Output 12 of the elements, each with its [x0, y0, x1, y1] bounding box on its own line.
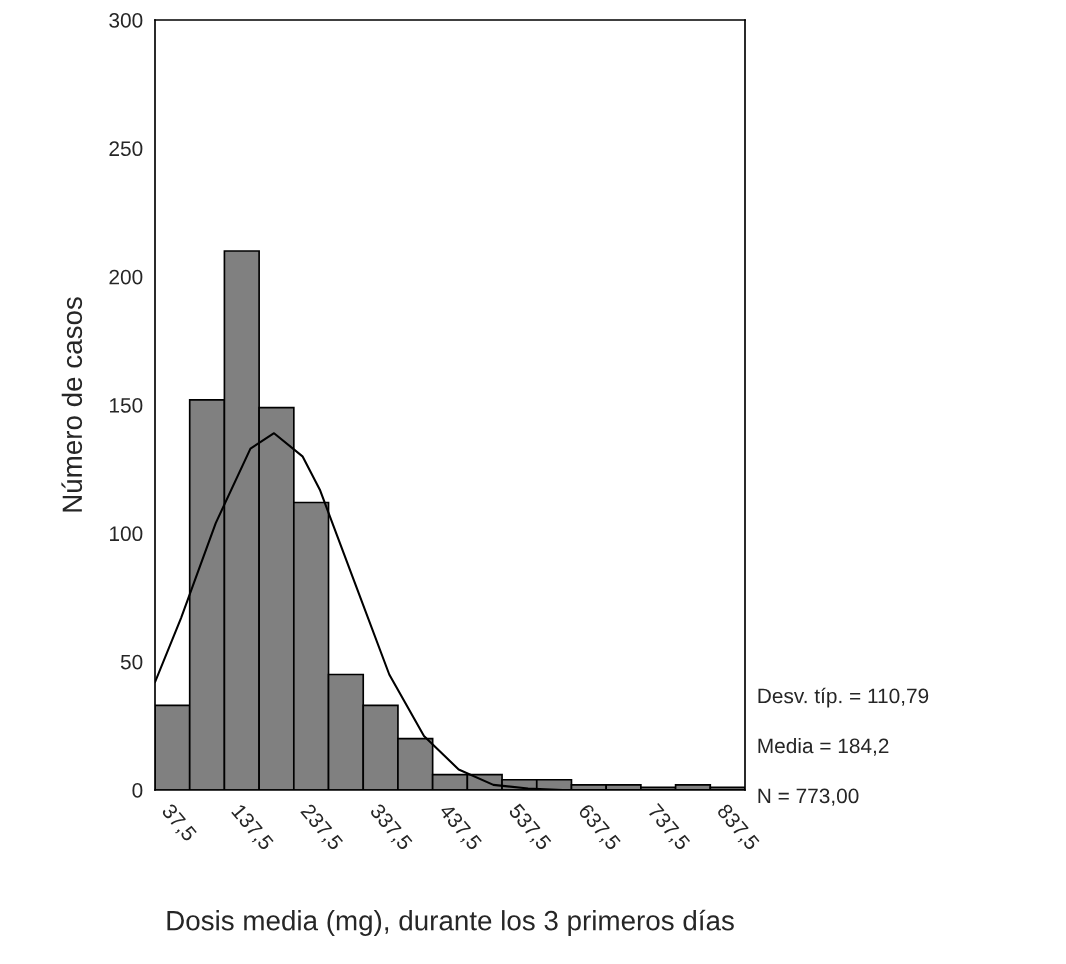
y-tick-label: 300 — [109, 13, 143, 28]
text: Desv. típ. = 110,79 — [758, 687, 929, 708]
y-axis-title: Número de casos — [61, 297, 83, 512]
text: N = 773,00 — [758, 788, 859, 806]
x-axis-title: Dosis media (mg), durante los 3 primeros días — [167, 909, 734, 936]
y-tick-label: 0 — [132, 783, 143, 798]
y-tick-label: 250 — [109, 141, 143, 157]
text: Media = 184,2 — [758, 737, 889, 756]
y-tick-label: 50 — [120, 654, 143, 670]
y-tick-label: 150 — [110, 398, 143, 413]
y-tick-label: 200 — [109, 269, 143, 285]
y-tick-label: 100 — [110, 526, 143, 542]
